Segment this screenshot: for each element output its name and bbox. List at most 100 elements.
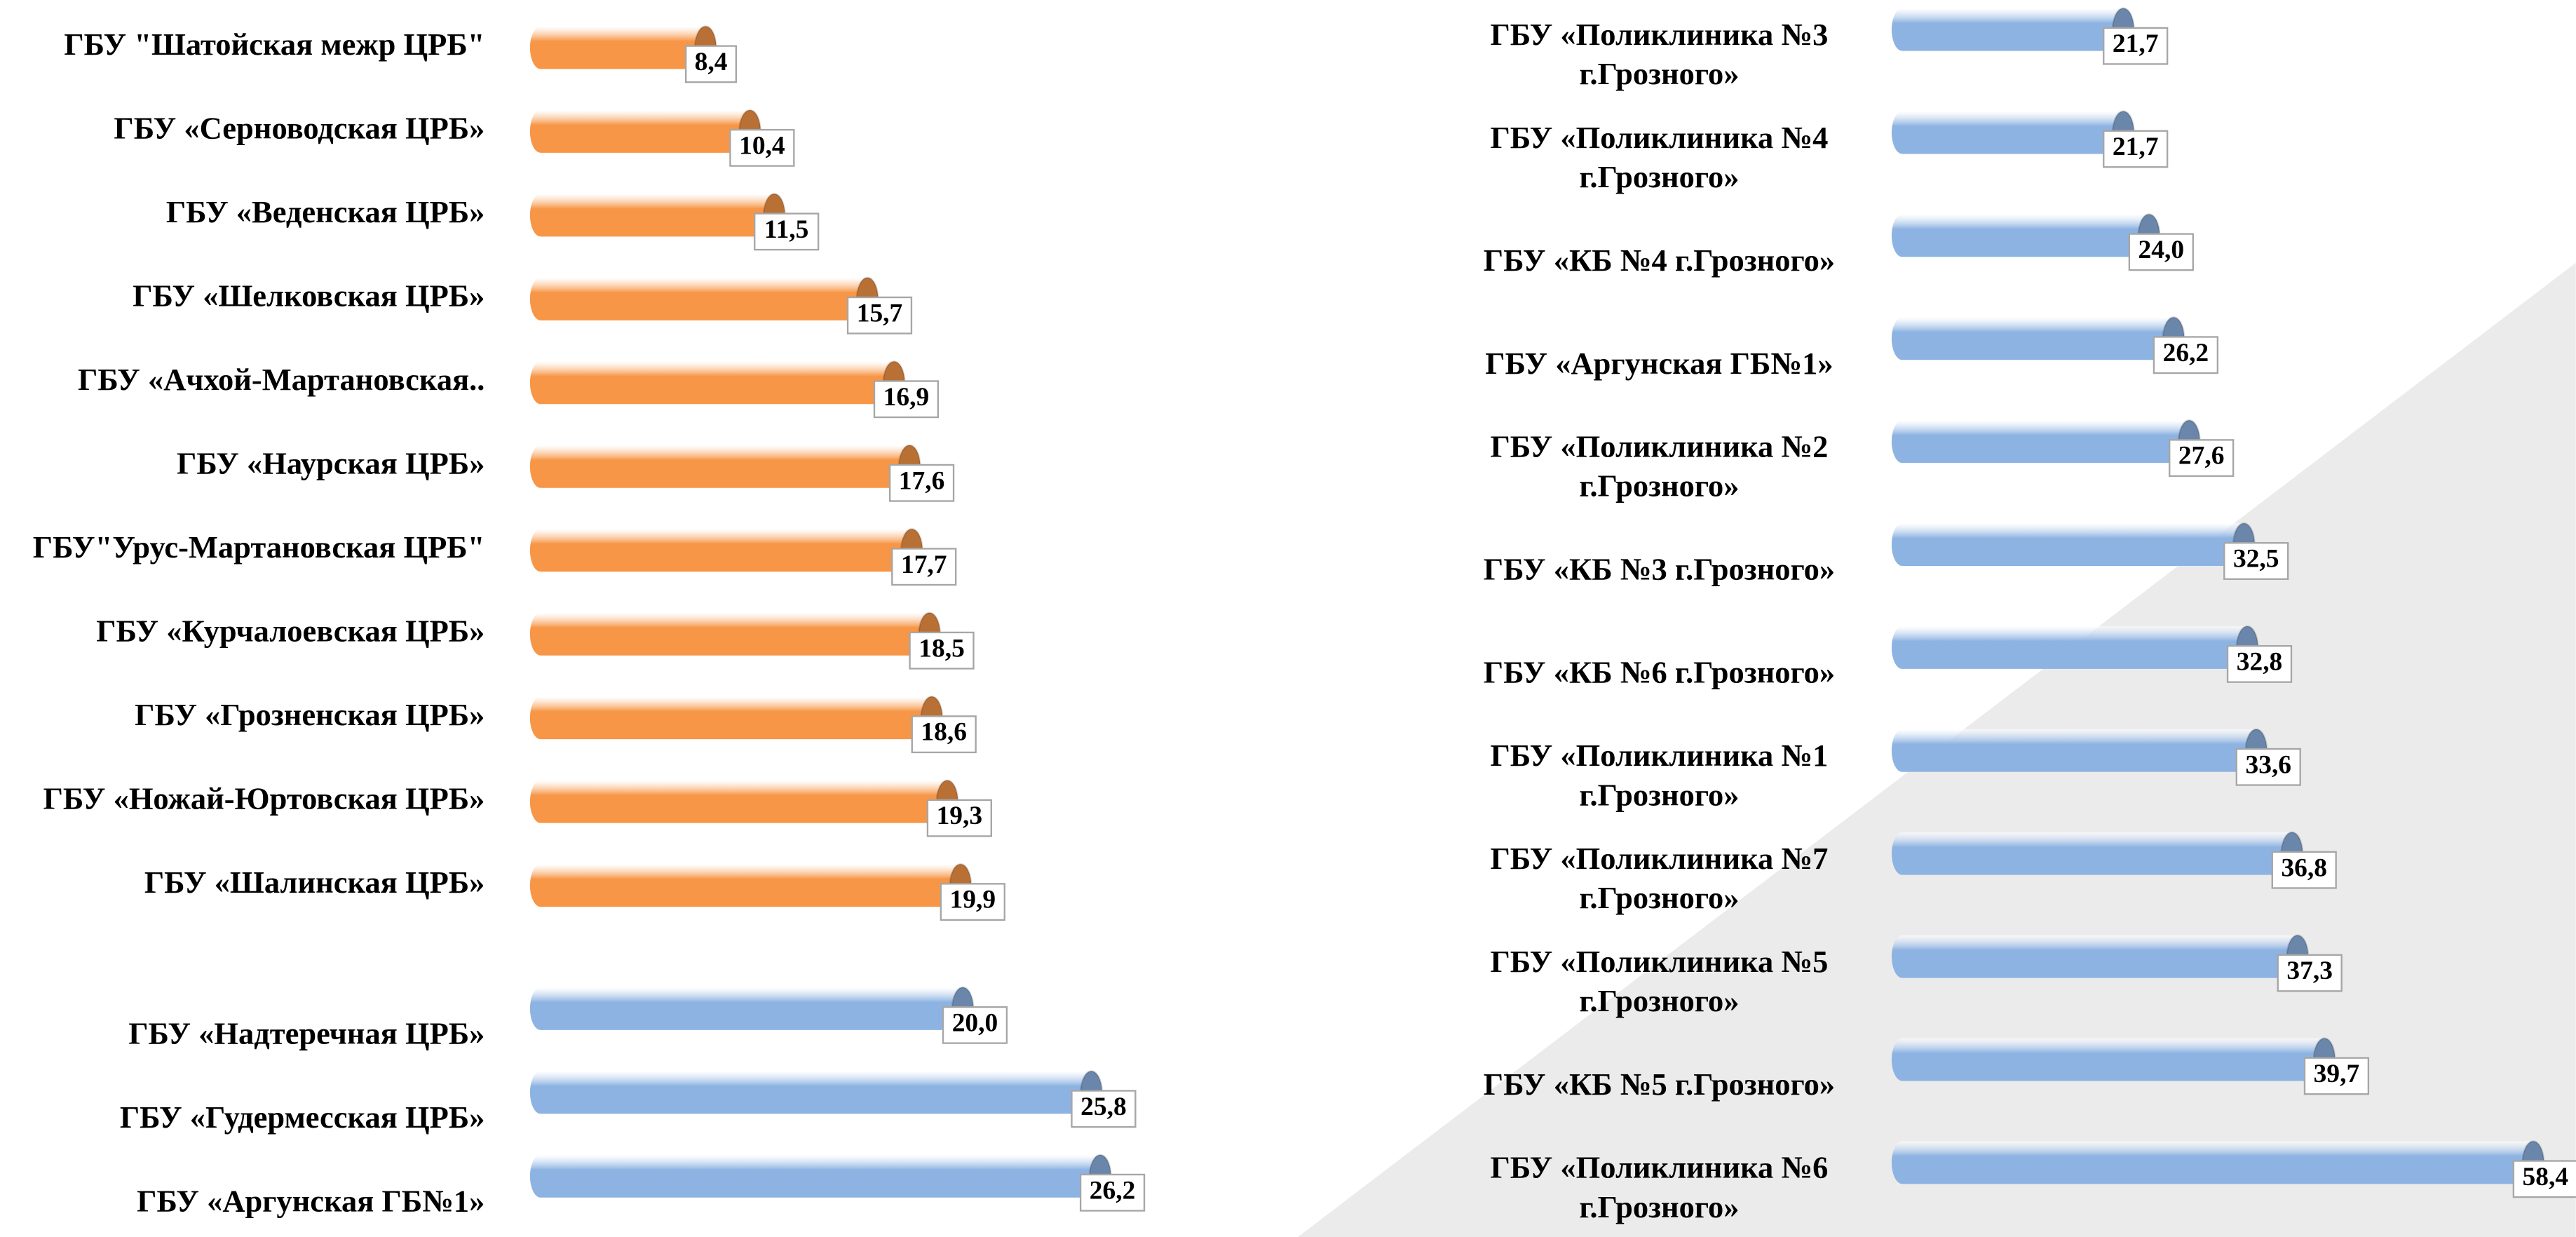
value-label-box xyxy=(2103,27,2169,65)
value-label: 58,4 xyxy=(2523,1163,2569,1191)
bar xyxy=(1891,111,2124,154)
value-label: 24,0 xyxy=(2138,236,2185,264)
bar xyxy=(529,696,932,740)
value-label-box xyxy=(2223,542,2289,580)
category-label: ГБУ «Ножай-Юртовская ЦРБ» xyxy=(43,780,485,816)
value-label: 21,7 xyxy=(2113,29,2159,58)
bar xyxy=(529,612,930,656)
value-label: 19,3 xyxy=(937,802,983,830)
category-label: ГБУ «Аргунская ГБ№1» xyxy=(1485,346,1833,381)
value-label-box xyxy=(926,799,992,837)
value-label: 21,7 xyxy=(2113,133,2159,161)
value-label: 17,7 xyxy=(901,550,947,579)
value-label: 8,4 xyxy=(695,48,728,76)
value-label-box xyxy=(873,380,940,419)
value-label-box xyxy=(2103,130,2169,168)
bar xyxy=(1891,832,2292,875)
bar xyxy=(1891,523,2244,567)
category-label: ГБУ «Поликлиника №5 г.Грозного» xyxy=(1490,944,1828,1018)
value-label: 36,8 xyxy=(2281,853,2327,882)
value-label-box xyxy=(2271,851,2337,889)
bar xyxy=(1891,626,2248,669)
value-label-box xyxy=(888,464,955,502)
value-label: 18,6 xyxy=(921,718,967,747)
bar xyxy=(529,194,775,237)
category-label: ГБУ «Наурская ЦРБ» xyxy=(177,446,484,481)
value-label: 26,2 xyxy=(2163,339,2209,367)
value-label: 32,8 xyxy=(2237,647,2283,676)
value-label-box xyxy=(685,45,738,83)
value-label: 20,0 xyxy=(952,1008,998,1037)
value-label: 11,5 xyxy=(764,215,809,244)
category-label: ГБУ «Серноводская ЦРБ» xyxy=(114,111,484,146)
bar xyxy=(529,26,706,69)
category-label: ГБУ «Гудермесская ЦРБ» xyxy=(120,1100,485,1135)
category-label: ГБУ «Шелковская ЦРБ» xyxy=(133,278,484,313)
value-label-box xyxy=(2512,1160,2576,1198)
value-label-box xyxy=(1071,1090,1137,1128)
bar xyxy=(1891,1038,2325,1081)
bar xyxy=(529,445,910,488)
category-label: ГБУ «Веденская ЦРБ» xyxy=(166,194,485,229)
category-label: ГБУ «Надтеречная ЦРБ» xyxy=(128,1015,484,1050)
value-label: 10,4 xyxy=(739,131,785,160)
value-label-box xyxy=(2169,439,2235,478)
value-label: 26,2 xyxy=(1090,1176,1136,1205)
bar xyxy=(1891,729,2256,772)
value-label: 16,9 xyxy=(883,383,930,412)
value-label: 25,8 xyxy=(1080,1093,1127,1121)
category-label: ГБУ «Шалинская ЦРБ» xyxy=(144,865,485,900)
value-label-box xyxy=(2128,233,2194,271)
category-label: ГБУ «Поликлиника №2 г.Грозного» xyxy=(1490,429,1828,503)
value-label-box xyxy=(2153,336,2219,374)
value-label: 17,6 xyxy=(899,466,945,495)
bar xyxy=(529,109,750,153)
value-label: 27,6 xyxy=(2178,442,2225,471)
bar xyxy=(1891,420,2190,464)
category-label: ГБУ «Поликлиника №6 г.Грозного» xyxy=(1490,1150,1828,1224)
value-label-box xyxy=(2226,644,2293,683)
bar xyxy=(1891,8,2124,51)
value-label: 32,5 xyxy=(2233,545,2279,574)
value-label-box xyxy=(909,631,975,670)
value-label: 37,3 xyxy=(2286,957,2333,985)
bar xyxy=(529,529,912,572)
bar xyxy=(529,780,948,823)
bar xyxy=(529,987,963,1030)
bar xyxy=(529,864,961,907)
bar xyxy=(529,1071,1092,1114)
category-label: ГБУ «Поликлиника №7 г.Грозного» xyxy=(1490,841,1828,915)
bar xyxy=(1891,1141,2533,1184)
category-label: ГБУ "Шатойская межр ЦРБ" xyxy=(64,27,484,62)
category-label: ГБУ «КБ №6 г.Грозного» xyxy=(1484,655,1835,690)
value-label-box xyxy=(891,548,957,586)
category-label: ГБУ"Урус-Мартановская ЦРБ" xyxy=(33,529,485,565)
category-label: ГБУ «Ачхой-Мартановская.. xyxy=(78,362,484,397)
value-label-box xyxy=(911,715,977,754)
bar xyxy=(1891,935,2298,978)
value-label: 18,5 xyxy=(918,634,965,663)
value-label-box xyxy=(846,296,913,334)
category-label: ГБУ «КБ №3 г.Грозного» xyxy=(1484,552,1835,587)
value-label-box xyxy=(942,1006,1008,1044)
category-label: ГБУ «Аргунская ГБ№1» xyxy=(137,1183,484,1218)
value-label: 39,7 xyxy=(2314,1060,2360,1088)
category-label: ГБУ «Грозненская ЦРБ» xyxy=(135,697,484,732)
value-label: 33,6 xyxy=(2245,750,2291,779)
category-label: ГБУ «Поликлиника №3 г.Грозного» xyxy=(1490,17,1828,91)
value-label-box xyxy=(2235,748,2301,786)
category-label: ГБУ «КБ №5 г.Грозного» xyxy=(1484,1067,1835,1102)
value-label-box xyxy=(2303,1057,2370,1095)
value-label-box xyxy=(940,883,1005,921)
value-label-box xyxy=(729,128,795,167)
category-label: ГБУ «Курчалоевская ЦРБ» xyxy=(96,613,484,648)
bar xyxy=(529,361,895,405)
bar xyxy=(1891,214,2150,257)
value-label-box xyxy=(1079,1173,1146,1212)
value-label: 15,7 xyxy=(857,299,903,327)
category-label: ГБУ «КБ №4 г.Грозного» xyxy=(1484,243,1835,278)
bar xyxy=(1891,317,2174,360)
bar xyxy=(529,1154,1101,1198)
